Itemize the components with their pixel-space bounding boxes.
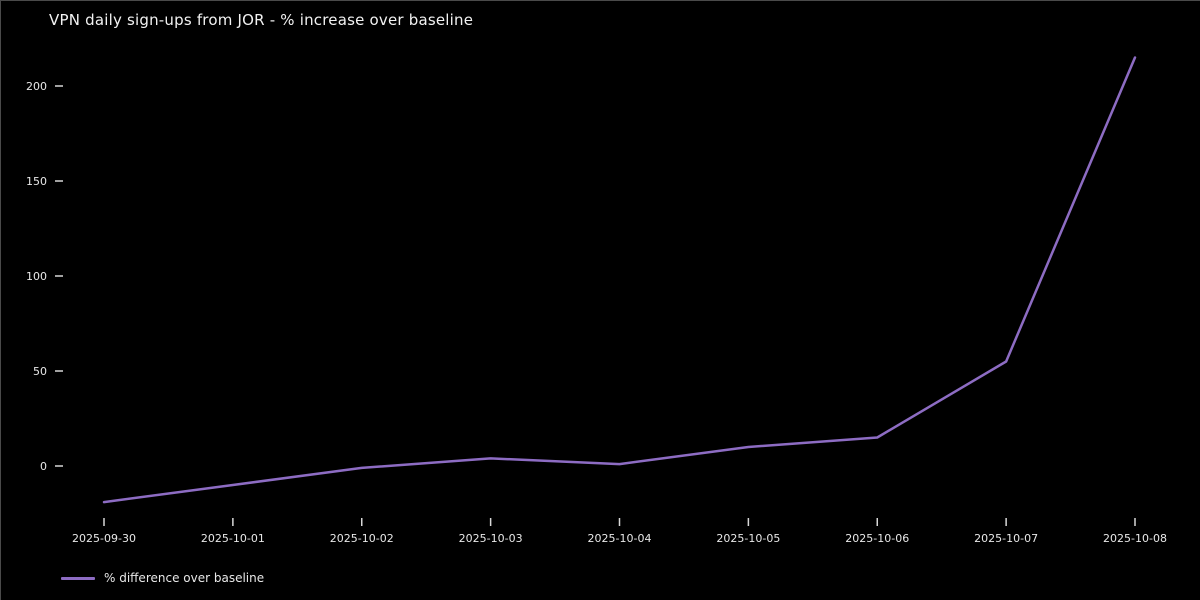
- legend-line-swatch: [61, 576, 95, 580]
- data-line: [102, 56, 1137, 504]
- x-tick-label: 2025-10-04: [588, 532, 652, 545]
- x-tick-label: 2025-10-05: [716, 532, 780, 545]
- x-tick-label: 2025-10-01: [201, 532, 265, 545]
- legend: % difference over baseline: [61, 571, 264, 585]
- chart-title: VPN daily sign-ups from JOR - % increase…: [49, 11, 474, 29]
- x-tick-label: 2025-10-03: [459, 532, 523, 545]
- x-tick-label: 2025-10-06: [845, 532, 909, 545]
- x-tick-label: 2025-09-30: [72, 532, 136, 545]
- legend-label: % difference over baseline: [104, 571, 265, 585]
- y-tick-label: 50: [33, 365, 47, 378]
- y-tick-label: 100: [26, 270, 47, 283]
- y-tick-label: 200: [26, 80, 47, 93]
- x-tick-label: 2025-10-08: [1103, 532, 1167, 545]
- y-tick-label: 0: [40, 460, 47, 473]
- x-tick-label: 2025-10-02: [330, 532, 394, 545]
- x-tick-label: 2025-10-07: [974, 532, 1038, 545]
- y-tick-label: 150: [26, 175, 47, 188]
